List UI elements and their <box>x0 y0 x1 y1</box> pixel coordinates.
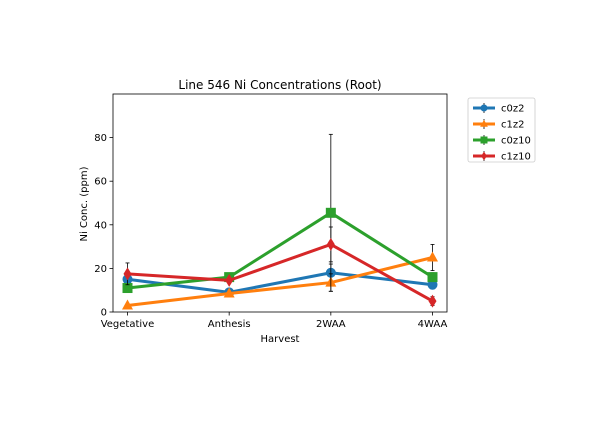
legend-marker <box>480 119 488 127</box>
x-tick-label: 4WAA <box>418 319 448 330</box>
plot-area <box>112 93 448 313</box>
series-line-c0z2 <box>127 271 433 294</box>
legend-label: c1z2 <box>501 120 524 131</box>
axes-frame <box>112 93 448 313</box>
legend-item-c0z10: c0z10 <box>473 135 531 147</box>
data-point-c1z10 <box>225 273 234 287</box>
x-tick-label: Anthesis <box>208 319 251 330</box>
legend-item-c1z2: c1z2 <box>473 119 524 131</box>
series-line-c1z2 <box>127 256 433 307</box>
data-point-c1z2 <box>223 287 235 298</box>
x-axis-ticks: Vegetative Anthesis 2WAA 4WAA <box>101 312 448 330</box>
legend: c0z2 c1z2 c0z10 c1z10 <box>467 97 536 163</box>
y-tick-label: 80 <box>94 133 107 144</box>
data-point-c1z10 <box>326 237 335 251</box>
y-axis-label: Ni Conc. (ppm) <box>79 166 90 241</box>
series-line-c1z10 <box>127 242 434 303</box>
chart-title: Line 546 Ni Concentrations (Root) <box>178 78 381 92</box>
data-point-c0z10 <box>427 272 438 283</box>
y-tick-label: 60 <box>94 177 107 188</box>
legend-label: c0z2 <box>501 104 524 115</box>
y-tick-label: 20 <box>94 264 107 275</box>
data-point-c0z10 <box>122 283 133 294</box>
y-tick-label: 0 <box>101 308 107 319</box>
data-point-c1z10 <box>123 267 132 281</box>
x-tick-label: Vegetative <box>101 319 155 330</box>
data-point-c0z10 <box>325 207 336 218</box>
legend-item-c0z2: c0z2 <box>473 103 524 115</box>
x-axis-label: Harvest <box>261 334 300 345</box>
data-point-c1z2 <box>427 251 438 262</box>
series-line-c0z10 <box>127 211 434 290</box>
data-point-c1z10 <box>428 294 437 308</box>
legend-label: c1z10 <box>501 152 531 163</box>
x-tick-label: 2WAA <box>316 319 346 330</box>
y-tick-label: 40 <box>94 220 107 231</box>
legend-box <box>467 97 536 163</box>
data-point-c0z2 <box>427 279 438 290</box>
legend-marker <box>480 104 488 112</box>
y-axis-ticks: 0 20 40 60 80 <box>94 133 113 319</box>
data-point-c1z2 <box>122 299 133 310</box>
series-c1z10 <box>123 226 437 308</box>
legend-marker <box>480 136 488 144</box>
legend-label: c0z10 <box>501 136 531 147</box>
legend-marker <box>481 151 487 161</box>
legend-item-c1z10: c1z10 <box>473 151 531 163</box>
